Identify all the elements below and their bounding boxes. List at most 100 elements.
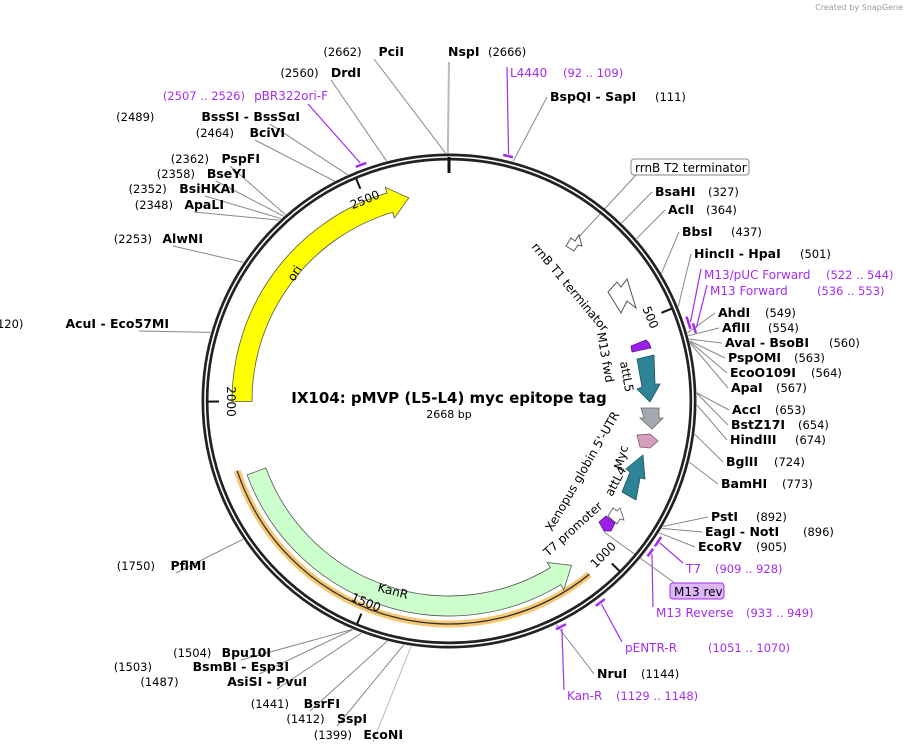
enzyme-ecorv[interactable]: EcoRV	[698, 539, 742, 554]
primer-m13-reverse[interactable]: M13 Reverse	[656, 606, 734, 620]
primer-mark-kan-r[interactable]	[555, 623, 567, 631]
enzyme-bseyi[interactable]: BseYI	[207, 166, 246, 181]
ori-arrow[interactable]	[231, 186, 410, 402]
enzyme-pspfi[interactable]: PspFI	[221, 151, 260, 166]
primer-m13-puc-forward[interactable]: M13/pUC Forward	[704, 268, 811, 282]
snapgene-credit: Created by SnapGene	[815, 3, 903, 12]
m13-rev-primer-arrow[interactable]	[598, 515, 616, 532]
leader-line-bsrfi	[309, 640, 388, 712]
enzyme-bsssi[interactable]: BssSI - BssSαI	[201, 109, 300, 124]
enzyme-ahdi[interactable]: AhdI	[718, 305, 750, 320]
t7-promoter-arrow[interactable]	[607, 507, 625, 525]
leader-line-bspqi	[512, 96, 548, 162]
enzyme-nrui[interactable]: NruI	[597, 666, 627, 681]
kanr-arrow[interactable]	[246, 467, 573, 617]
primer-kan-r[interactable]: Kan-R	[567, 689, 602, 703]
enzyme-pspomi[interactable]: PspOMI	[728, 350, 781, 365]
primer-m13-forward[interactable]: M13 Forward	[710, 284, 788, 298]
leader-line-psti	[662, 516, 709, 527]
enzyme-bsihkai[interactable]: BsiHKAI	[179, 181, 235, 196]
leader-line-bseyi	[215, 180, 284, 217]
enzyme-avai[interactable]: AvaI - BsoBI	[725, 335, 809, 350]
primer-pbr322ori-f[interactable]: pBR322ori-F	[254, 89, 328, 103]
primer-leader-m13-puc-forward	[689, 268, 702, 323]
primer-mark-t7[interactable]	[653, 536, 663, 548]
enzyme-position-apali: (2348)	[135, 198, 173, 212]
tick-label-500: 500	[640, 304, 662, 331]
plasmid-length: 2668 bp	[426, 408, 471, 421]
enzyme-psti[interactable]: PstI	[711, 509, 738, 524]
enzyme-bcivi[interactable]: BciVI	[249, 125, 285, 140]
enzyme-acci[interactable]: AccI	[732, 402, 761, 417]
leader-line-nspi	[446, 61, 450, 154]
primer-range-t7: (909 .. 928)	[715, 562, 783, 576]
utr-arrow[interactable]	[638, 407, 664, 430]
enzyme-apai[interactable]: ApaI	[731, 380, 763, 395]
enzyme-position-econi: (1399)	[314, 728, 352, 742]
enzyme-ecoo109i[interactable]: EcoO109I	[730, 365, 796, 380]
enzyme-bsmbi[interactable]: BsmBI - Esp3I	[193, 659, 289, 674]
enzyme-position-bpu10i: (1504)	[173, 646, 211, 660]
enzyme-nspi[interactable]: NspI	[448, 44, 480, 59]
tick-mark	[611, 562, 621, 572]
enzyme-position-bseyi: (2358)	[157, 167, 195, 181]
enzyme-alwni[interactable]: AlwNI	[162, 231, 203, 246]
feature-label-myc[interactable]: Myc	[611, 444, 631, 471]
enzyme-bstz17i[interactable]: BstZ17I	[731, 417, 785, 432]
primer-l4440[interactable]: L4440	[510, 66, 547, 80]
enzyme-sspi[interactable]: SspI	[337, 711, 367, 726]
feature-label-attL5[interactable]: attL5	[617, 360, 636, 393]
leader-line-sspi	[336, 644, 405, 727]
enzyme-drdi[interactable]: DrdI	[331, 65, 361, 80]
primer-mark-pbr322ori-f[interactable]	[355, 161, 367, 169]
enzyme-bspqi[interactable]: BspQI - SapI	[550, 89, 636, 104]
enzyme-acui[interactable]: AcuI - Eco57MI	[65, 316, 169, 331]
enzyme-bsahi[interactable]: BsaHI	[655, 184, 696, 199]
rrnB-T2-label[interactable]: rrnB T2 terminator	[635, 161, 747, 175]
primer-mark-m13-puc-forward[interactable]	[685, 316, 692, 330]
enzyme-econi[interactable]: EcoNI	[363, 727, 403, 742]
tick-mark	[356, 613, 363, 625]
primer-leader-kan-r	[561, 628, 565, 691]
rrnB-T2-terminator-arrow[interactable]	[565, 233, 583, 252]
enzyme-bsrfi[interactable]: BsrFI	[304, 696, 340, 711]
primer-mark-l4440[interactable]	[502, 153, 514, 159]
leader-line-apai	[689, 342, 729, 389]
enzyme-hindiii[interactable]: HindIII	[730, 432, 777, 447]
enzyme-bamhi[interactable]: BamHI	[721, 476, 767, 491]
enzyme-eagi[interactable]: EagI - NotI	[705, 524, 779, 539]
rrnB-T1-terminator-arrow[interactable]	[607, 277, 637, 315]
enzyme-asisi[interactable]: AsiSI - PvuI	[227, 674, 307, 689]
enzyme-acli[interactable]: AclI	[668, 202, 694, 217]
attL4-arrow[interactable]	[621, 454, 646, 501]
enzyme-bpu10i[interactable]: Bpu10I	[222, 645, 271, 660]
enzyme-position-ahdi: (549)	[765, 306, 796, 320]
feature-label-rrnB_T1[interactable]: rrnB T1 terminator	[529, 240, 612, 335]
enzyme-apali[interactable]: ApaLI	[184, 197, 224, 212]
primer-pentr-r[interactable]: pENTR-R	[625, 641, 677, 655]
label-leader-lines	[138, 58, 730, 743]
primer-leader-m13-reverse	[651, 553, 654, 608]
feature-label-m13_fwd[interactable]: M13 fwd	[594, 331, 617, 384]
leader-line-ecoo109i	[689, 341, 728, 374]
enzyme-position-bsahi: (327)	[708, 185, 739, 199]
leader-line-ahdi	[687, 312, 716, 334]
enzyme-hincii[interactable]: HincII - HpaI	[694, 246, 781, 261]
myc-arrow[interactable]	[636, 433, 659, 449]
enzyme-position-pspomi: (563)	[794, 351, 825, 365]
enzyme-pflmi[interactable]: PflMI	[170, 558, 206, 573]
enzyme-aflii[interactable]: AflII	[722, 320, 750, 335]
primer-mark-m13-reverse[interactable]	[646, 548, 655, 558]
primer-t7[interactable]: T7	[685, 562, 701, 576]
tick-mark	[661, 307, 672, 314]
enzyme-pcii[interactable]: PciI	[378, 44, 404, 59]
enzyme-position-acci: (653)	[775, 403, 806, 417]
backbone-ring	[201, 153, 697, 649]
attL5-arrow[interactable]	[636, 354, 661, 403]
enzyme-bbsi[interactable]: BbsI	[682, 224, 713, 239]
m13-rev-label[interactable]: M13 rev	[674, 585, 723, 599]
m13-fwd-primer-arrow[interactable]	[630, 339, 652, 353]
primer-mark-pentr-r[interactable]	[595, 598, 606, 607]
primer-mark-m13-forward[interactable]	[691, 322, 698, 334]
enzyme-bglii[interactable]: BglII	[726, 454, 758, 469]
